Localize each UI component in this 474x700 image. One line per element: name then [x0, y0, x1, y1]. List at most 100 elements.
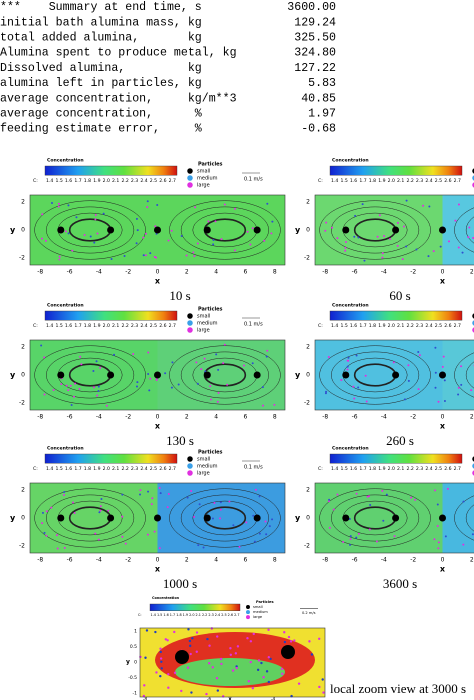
x-tick: -8	[322, 269, 328, 276]
particle	[212, 238, 215, 241]
particle	[223, 343, 226, 346]
particle	[192, 251, 195, 254]
particle	[195, 631, 199, 634]
particle	[208, 644, 211, 647]
plot-bg-right	[157, 340, 285, 410]
zoom-green	[175, 658, 285, 686]
colorbar-tick: 2.5	[435, 323, 442, 329]
particle	[93, 241, 96, 244]
particle	[414, 498, 417, 501]
plot-bg-right	[442, 195, 474, 265]
particle	[297, 682, 301, 685]
legend-dot	[187, 182, 193, 188]
summary-value: 1.97	[308, 107, 336, 120]
colorbar-title: Concentration	[332, 158, 369, 164]
summary-value: 3600.00	[287, 1, 336, 14]
particle	[281, 672, 284, 676]
colorbar	[44, 310, 178, 321]
colorbar-tick: 1.4	[331, 466, 338, 472]
particle	[219, 517, 222, 520]
particle	[287, 635, 291, 639]
particle	[142, 236, 145, 239]
particle	[52, 388, 55, 391]
particle	[60, 383, 63, 386]
particle	[382, 519, 385, 522]
y-tick: 0	[306, 515, 310, 522]
plot-frame	[29, 194, 286, 266]
anode-dot	[203, 371, 211, 379]
colorbar-tick: 2.4	[215, 613, 220, 617]
particle	[67, 232, 70, 235]
particle	[211, 666, 214, 669]
y-tick: 2	[306, 199, 310, 206]
streamline	[169, 345, 281, 405]
particle	[214, 220, 217, 223]
particle	[158, 547, 161, 550]
legend-label: medium	[197, 176, 218, 182]
particle	[72, 501, 75, 504]
particle	[196, 382, 199, 385]
particle	[321, 678, 324, 681]
anode-dot	[253, 371, 261, 379]
particle	[322, 691, 325, 694]
particle	[262, 404, 265, 407]
anode-dot	[57, 226, 65, 234]
legend-dot	[187, 320, 193, 326]
x-tick: 6	[244, 269, 248, 276]
colorbar	[329, 453, 463, 464]
particle	[171, 361, 174, 364]
colorbar-tick: 2.6	[444, 323, 451, 329]
legend-dot	[246, 610, 250, 615]
particle	[405, 245, 408, 248]
particle	[328, 526, 331, 529]
particle	[97, 538, 100, 541]
colorbar-tick: 1.7	[359, 178, 366, 184]
particle	[267, 628, 270, 632]
particle	[209, 398, 212, 401]
x-label: x	[155, 422, 161, 431]
particle	[164, 638, 167, 641]
colorbar-tick: 1.6	[65, 466, 72, 472]
x-tick: -8	[322, 414, 328, 421]
particle	[148, 389, 151, 392]
colorbar-tick: 1.6	[350, 178, 357, 184]
particle	[236, 645, 240, 648]
caption: 260 s	[386, 433, 414, 448]
summary-label: initial bath alumina mass, kg	[0, 16, 202, 29]
colorbar-tick: 2.7	[169, 466, 176, 472]
x-tick: -8	[37, 269, 43, 276]
particle	[327, 356, 330, 359]
velocity-label: 0.2 m/s	[302, 611, 316, 615]
particle	[110, 257, 113, 260]
x-tick: -6	[352, 557, 358, 564]
particle	[144, 656, 147, 659]
particle	[457, 386, 460, 389]
particle	[357, 386, 360, 389]
particle	[349, 538, 352, 541]
streamline	[465, 361, 474, 389]
particle	[193, 515, 196, 518]
particle	[417, 388, 420, 391]
colorbar-tick: 1.8	[84, 466, 91, 472]
particle	[375, 540, 378, 543]
particle	[260, 661, 263, 665]
particle	[403, 398, 406, 401]
summary-label: Dissolved alumina, kg	[0, 62, 202, 75]
colorbar-tick: 1.9	[183, 613, 188, 617]
x-tick: 2	[470, 269, 474, 276]
particle	[266, 349, 269, 352]
particle	[442, 355, 445, 358]
colorbar-tick: 2.1	[112, 323, 119, 329]
particle	[228, 500, 231, 503]
particle	[258, 532, 261, 535]
particle	[65, 384, 68, 387]
plot-bg-left	[30, 483, 158, 553]
particle	[249, 243, 252, 246]
legend-label: small	[197, 457, 210, 463]
colorbar-tick: 2.7	[169, 178, 176, 184]
anode-dot	[392, 371, 400, 379]
particle	[396, 244, 399, 247]
particle	[121, 515, 124, 518]
x-tick: -4	[381, 414, 387, 421]
particle	[353, 235, 356, 238]
